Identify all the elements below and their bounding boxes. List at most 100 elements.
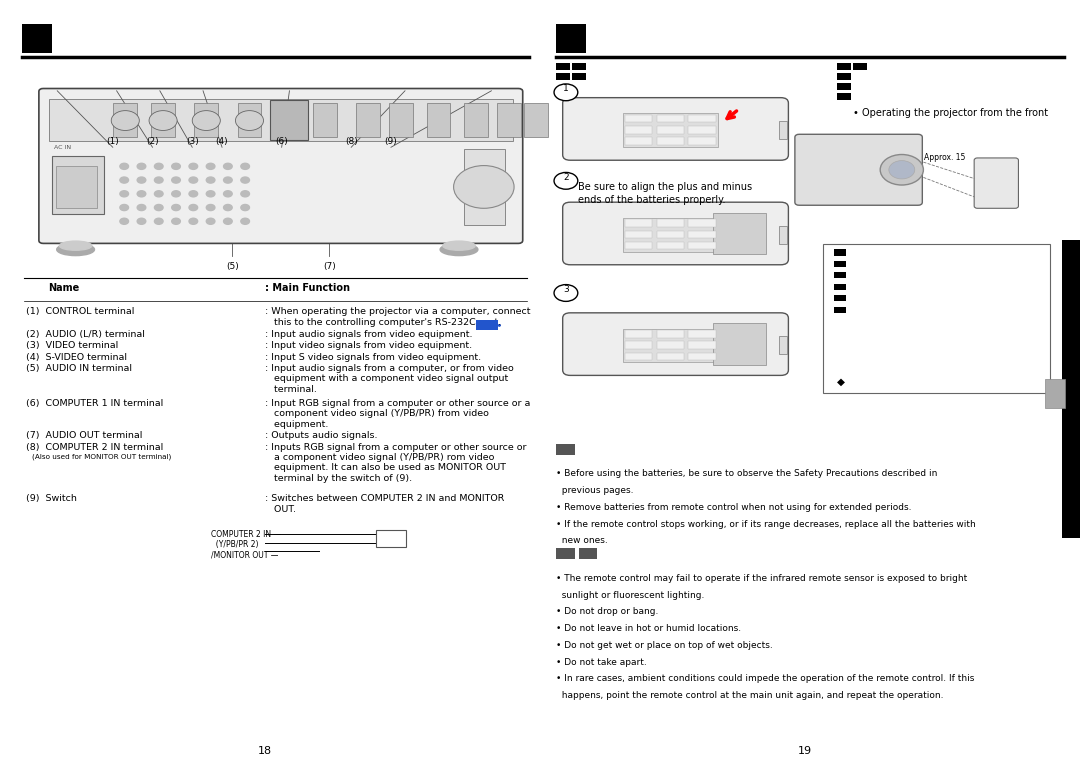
Text: (3)  VIDEO terminal: (3) VIDEO terminal bbox=[26, 341, 118, 350]
Text: (7): (7) bbox=[323, 262, 336, 271]
Bar bbox=[625, 115, 652, 122]
Bar bbox=[688, 242, 715, 250]
Bar bbox=[623, 114, 717, 147]
Circle shape bbox=[241, 191, 249, 197]
Bar bbox=[625, 126, 652, 134]
Bar bbox=[56, 166, 97, 208]
Text: : Input RGB signal from a computer or other source or a
   component video signa: : Input RGB signal from a computer or ot… bbox=[265, 399, 530, 429]
Circle shape bbox=[154, 163, 163, 169]
Text: sunlight or fluorescent lighting.: sunlight or fluorescent lighting. bbox=[556, 591, 704, 600]
Bar bbox=[834, 295, 847, 301]
Circle shape bbox=[172, 163, 180, 169]
Text: (3): (3) bbox=[186, 137, 199, 146]
Text: Be sure to align the plus and minus: Be sure to align the plus and minus bbox=[578, 182, 752, 192]
Text: 2: 2 bbox=[563, 172, 569, 182]
Bar bbox=[113, 103, 137, 137]
Text: : Input S video signals from video equipment.: : Input S video signals from video equip… bbox=[265, 353, 481, 362]
Bar bbox=[834, 307, 847, 313]
Text: • Do not get wet or place on top of wet objects.: • Do not get wet or place on top of wet … bbox=[556, 641, 773, 650]
Text: (6): (6) bbox=[275, 137, 288, 146]
Bar bbox=[688, 330, 715, 337]
Circle shape bbox=[189, 218, 198, 224]
Circle shape bbox=[224, 218, 232, 224]
Circle shape bbox=[120, 218, 129, 224]
Bar bbox=[194, 103, 218, 137]
Text: (Also used for MONITOR OUT terminal): (Also used for MONITOR OUT terminal) bbox=[32, 454, 172, 461]
Text: (7)  AUDIO OUT terminal: (7) AUDIO OUT terminal bbox=[26, 431, 143, 440]
Text: • Remove batteries from remote control when not using for extended periods.: • Remove batteries from remote control w… bbox=[556, 503, 912, 512]
Bar bbox=[688, 220, 715, 227]
Text: (9): (9) bbox=[384, 137, 397, 146]
Text: : When operating the projector via a computer, connect
   this to the controllin: : When operating the projector via a com… bbox=[265, 307, 530, 327]
Bar bbox=[657, 330, 684, 337]
Ellipse shape bbox=[56, 243, 95, 256]
Text: (5): (5) bbox=[226, 262, 239, 271]
Bar bbox=[779, 121, 787, 140]
Circle shape bbox=[120, 163, 129, 169]
Circle shape bbox=[172, 191, 180, 197]
Text: • Operating the projector from the front: • Operating the projector from the front bbox=[853, 108, 1049, 118]
Bar bbox=[151, 103, 175, 137]
Circle shape bbox=[149, 111, 177, 130]
Bar bbox=[497, 103, 521, 137]
Text: • Do not drop or bang.: • Do not drop or bang. bbox=[556, 607, 659, 617]
Bar bbox=[376, 530, 406, 547]
Circle shape bbox=[111, 111, 139, 130]
Text: • If the remote control stops working, or if its range decreases, replace all th: • If the remote control stops working, o… bbox=[556, 520, 976, 529]
Circle shape bbox=[554, 84, 578, 101]
Text: (1): (1) bbox=[106, 137, 119, 146]
Bar bbox=[688, 353, 715, 360]
Bar bbox=[1045, 379, 1065, 408]
Circle shape bbox=[189, 177, 198, 183]
Circle shape bbox=[224, 191, 232, 197]
Text: happens, point the remote control at the main unit again, and repeat the operati: happens, point the remote control at the… bbox=[556, 691, 944, 700]
Text: (9)  Switch: (9) Switch bbox=[26, 494, 77, 504]
Text: : Switches between COMPUTER 2 IN and MONITOR
   OUT.: : Switches between COMPUTER 2 IN and MON… bbox=[265, 494, 504, 513]
Text: 18: 18 bbox=[257, 746, 272, 756]
Bar bbox=[238, 103, 261, 137]
Bar bbox=[688, 137, 715, 145]
Bar bbox=[837, 63, 851, 70]
Bar bbox=[688, 230, 715, 238]
Bar bbox=[625, 341, 652, 349]
Text: • Do not take apart.: • Do not take apart. bbox=[556, 658, 647, 667]
Text: : Main Function: : Main Function bbox=[265, 283, 350, 293]
Bar bbox=[556, 177, 569, 185]
Text: Name: Name bbox=[49, 283, 80, 293]
Bar bbox=[714, 324, 766, 365]
Circle shape bbox=[206, 191, 215, 197]
Text: 1: 1 bbox=[563, 84, 569, 93]
Bar bbox=[1062, 240, 1080, 538]
Bar bbox=[556, 548, 575, 559]
Bar bbox=[688, 126, 715, 134]
Bar bbox=[834, 284, 847, 290]
Circle shape bbox=[880, 154, 923, 185]
Bar bbox=[657, 341, 684, 349]
Bar bbox=[556, 444, 575, 455]
Bar bbox=[623, 329, 717, 362]
Text: • In rare cases, ambient conditions could impede the operation of the remote con: • In rare cases, ambient conditions coul… bbox=[556, 674, 974, 684]
FancyBboxPatch shape bbox=[563, 98, 788, 160]
Text: 19: 19 bbox=[797, 746, 812, 756]
Bar bbox=[625, 137, 652, 145]
Bar bbox=[779, 336, 787, 355]
Circle shape bbox=[454, 166, 514, 208]
Circle shape bbox=[120, 177, 129, 183]
Text: • The remote control may fail to operate if the infrared remote sensor is expose: • The remote control may fail to operate… bbox=[556, 574, 968, 583]
Text: Approx. 15: Approx. 15 bbox=[924, 153, 966, 162]
Circle shape bbox=[235, 111, 264, 130]
Text: (4)  S-VIDEO terminal: (4) S-VIDEO terminal bbox=[26, 353, 127, 362]
Circle shape bbox=[224, 204, 232, 211]
Text: : Input audio signals from a computer, or from video
   equipment with a compone: : Input audio signals from a computer, o… bbox=[265, 364, 513, 394]
Bar bbox=[22, 24, 52, 53]
Bar bbox=[714, 213, 766, 254]
Text: : Input audio signals from video equipment.: : Input audio signals from video equipme… bbox=[265, 330, 472, 339]
Circle shape bbox=[137, 163, 146, 169]
Bar bbox=[823, 244, 1050, 393]
Circle shape bbox=[224, 177, 232, 183]
Circle shape bbox=[172, 177, 180, 183]
Bar bbox=[837, 93, 851, 100]
Circle shape bbox=[120, 191, 129, 197]
Bar bbox=[572, 73, 586, 80]
Text: (2)  AUDIO (L/R) terminal: (2) AUDIO (L/R) terminal bbox=[26, 330, 145, 339]
